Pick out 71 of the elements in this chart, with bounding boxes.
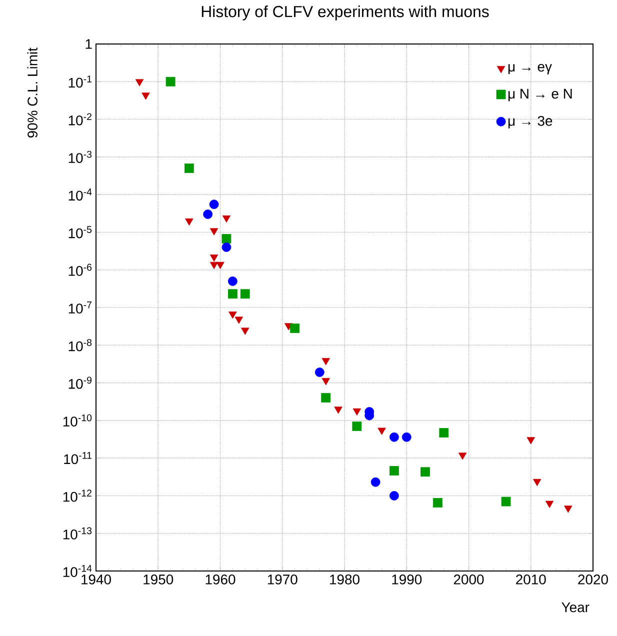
x-tick-label: 2020 <box>578 574 608 584</box>
y-tick-label: 10$^{-6}$ <box>68 264 92 276</box>
point <box>432 498 442 508</box>
y-tick-label: 10$^{-2}$ <box>68 113 92 126</box>
y-tick-label: 10$^{-4}$ <box>68 188 92 201</box>
y-tick-label: 10$^{-10}$ <box>63 414 92 427</box>
point <box>532 478 542 486</box>
legend-label: μ → eγ <box>508 64 552 74</box>
point <box>322 358 330 366</box>
point <box>222 215 231 223</box>
point <box>390 432 399 442</box>
point <box>240 289 250 299</box>
point <box>135 79 144 86</box>
legend-label: μ N → e N <box>508 88 572 102</box>
point <box>439 428 449 438</box>
x-tick-label: 1980 <box>330 574 360 584</box>
x-tick-label: 1970 <box>268 574 298 584</box>
point <box>352 408 362 416</box>
point <box>402 432 412 442</box>
point <box>501 496 511 506</box>
point <box>210 228 218 236</box>
point <box>185 218 194 226</box>
y-tick-label: 10$^{-11}$ <box>64 452 92 464</box>
point <box>390 491 399 500</box>
point <box>321 393 331 402</box>
legend-label: μ → 3e <box>508 116 552 128</box>
point <box>184 164 194 173</box>
y-axis-title: 90% C.L. Limit <box>27 48 38 138</box>
point <box>314 368 324 377</box>
point <box>228 312 237 319</box>
point <box>322 378 330 386</box>
y-tick-label: 10$^{-3}$ <box>68 150 92 164</box>
point <box>228 276 238 286</box>
y-tick-label: 10$^{-1}$ <box>68 76 92 88</box>
point <box>142 92 150 100</box>
point <box>352 422 362 431</box>
x-tick-label: 1950 <box>144 574 174 584</box>
point <box>526 437 535 444</box>
point <box>420 467 430 477</box>
point <box>458 452 467 460</box>
x-tick-label: 1960 <box>206 574 236 584</box>
y-tick-label: 10$^{-8}$ <box>68 339 92 352</box>
point <box>222 234 232 244</box>
point <box>222 242 232 252</box>
point <box>216 262 224 270</box>
y-tick-label: 10$^{-5}$ <box>68 226 92 238</box>
point <box>210 262 218 270</box>
point <box>228 289 238 299</box>
x-tick-label: 2000 <box>454 574 484 584</box>
point <box>241 328 250 335</box>
chart-title: History of CLFV experiments with muons <box>202 6 489 20</box>
y-tick-label: 10$^{-9}$ <box>68 376 92 389</box>
point <box>378 428 386 435</box>
point <box>210 254 218 262</box>
point <box>564 506 572 513</box>
y-tick-label: 10$^{-13}$ <box>63 527 92 540</box>
x-tick-label: 1990 <box>392 574 422 584</box>
x-tick-label: 2010 <box>516 574 546 584</box>
point <box>166 76 176 86</box>
point <box>334 406 342 414</box>
y-tick-label: 10$^{-7}$ <box>68 301 92 314</box>
point <box>234 316 243 324</box>
point <box>390 466 399 476</box>
point <box>370 477 380 487</box>
point <box>290 324 300 334</box>
x-axis-title: Year <box>562 602 590 612</box>
point <box>203 210 213 219</box>
point <box>209 200 219 210</box>
point <box>545 500 554 508</box>
y-tick-label: 1 <box>86 39 92 49</box>
y-tick-label: 10$^{-12}$ <box>63 490 92 502</box>
